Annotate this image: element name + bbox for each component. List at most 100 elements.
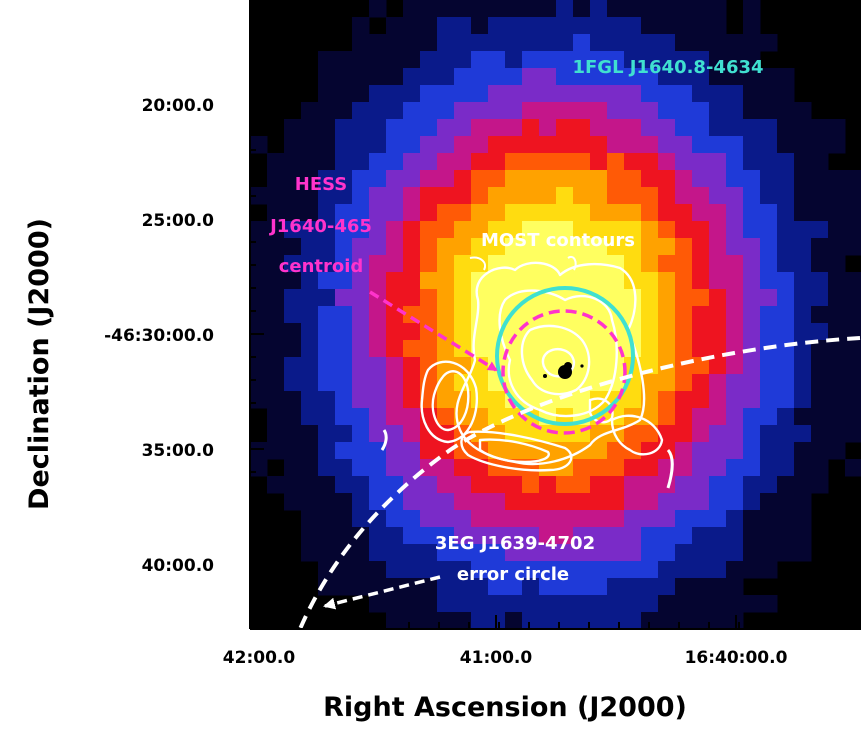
intensity-pixel xyxy=(284,187,302,205)
intensity-pixel xyxy=(267,187,285,205)
intensity-pixel xyxy=(709,187,727,205)
intensity-pixel xyxy=(743,527,761,545)
intensity-pixel xyxy=(692,85,710,103)
intensity-pixel xyxy=(437,17,455,35)
intensity-pixel xyxy=(658,340,676,358)
intensity-pixel xyxy=(471,238,489,256)
intensity-pixel xyxy=(658,68,676,86)
intensity-pixel xyxy=(369,306,387,324)
intensity-pixel xyxy=(692,442,710,460)
intensity-pixel xyxy=(488,34,506,52)
intensity-pixel xyxy=(539,221,557,239)
intensity-pixel xyxy=(301,425,319,443)
intensity-pixel xyxy=(692,153,710,171)
intensity-pixel xyxy=(658,0,676,18)
intensity-pixel xyxy=(845,391,861,409)
intensity-pixel xyxy=(777,425,795,443)
intensity-pixel xyxy=(284,221,302,239)
intensity-pixel xyxy=(420,306,438,324)
intensity-pixel xyxy=(794,272,812,290)
intensity-pixel xyxy=(760,238,778,256)
intensity-pixel xyxy=(318,51,336,69)
intensity-pixel xyxy=(709,136,727,154)
intensity-pixel xyxy=(590,153,608,171)
intensity-pixel xyxy=(573,85,591,103)
intensity-pixel xyxy=(488,136,506,154)
intensity-pixel xyxy=(369,102,387,120)
intensity-pixel xyxy=(624,493,642,511)
intensity-pixel xyxy=(505,527,523,545)
intensity-pixel xyxy=(590,357,608,375)
intensity-pixel xyxy=(573,221,591,239)
intensity-pixel xyxy=(726,357,744,375)
intensity-pixel xyxy=(573,561,591,579)
egret-label-line1: 3EG J1639-4702 xyxy=(435,533,595,554)
intensity-pixel xyxy=(811,238,829,256)
intensity-pixel xyxy=(318,306,336,324)
intensity-pixel xyxy=(624,612,642,629)
intensity-pixel xyxy=(505,425,523,443)
intensity-pixel xyxy=(386,340,404,358)
intensity-pixel xyxy=(522,306,540,324)
intensity-pixel xyxy=(505,442,523,460)
intensity-pixel xyxy=(318,374,336,392)
intensity-pixel xyxy=(301,391,319,409)
intensity-pixel xyxy=(624,34,642,52)
intensity-pixel xyxy=(369,578,387,596)
fermi-error-circle xyxy=(495,286,635,426)
intensity-pixel xyxy=(675,68,693,86)
intensity-pixel xyxy=(539,119,557,137)
intensity-pixel xyxy=(777,170,795,188)
intensity-pixel xyxy=(794,357,812,375)
intensity-pixel xyxy=(777,357,795,375)
intensity-pixel xyxy=(624,544,642,562)
intensity-pixel xyxy=(454,119,472,137)
intensity-pixel xyxy=(760,204,778,222)
overlays xyxy=(298,256,861,629)
intensity-pixel xyxy=(658,170,676,188)
intensity-pixel xyxy=(335,221,353,239)
intensity-pixel xyxy=(454,544,472,562)
intensity-pixel xyxy=(369,357,387,375)
intensity-pixel xyxy=(760,170,778,188)
intensity-pixel xyxy=(403,595,421,613)
intensity-pixel xyxy=(828,374,846,392)
intensity-pixel xyxy=(743,306,761,324)
intensity-pixel xyxy=(777,323,795,341)
intensity-pixel xyxy=(267,153,285,171)
intensity-pixel xyxy=(607,442,625,460)
intensity-pixel xyxy=(709,306,727,324)
intensity-pixel xyxy=(505,510,523,528)
intensity-pixel xyxy=(573,153,591,171)
intensity-pixel xyxy=(454,527,472,545)
intensity-pixel xyxy=(522,68,540,86)
intensity-pixel xyxy=(556,34,574,52)
intensity-pixel xyxy=(556,595,574,613)
intensity-pixel xyxy=(318,459,336,477)
intensity-pixel xyxy=(556,85,574,103)
intensity-pixel xyxy=(420,68,438,86)
intensity-pixel xyxy=(845,272,861,290)
intensity-pixel xyxy=(641,34,659,52)
intensity-pixel xyxy=(318,204,336,222)
intensity-pixel xyxy=(488,153,506,171)
intensity-pixel xyxy=(454,170,472,188)
intensity-pixel xyxy=(284,306,302,324)
intensity-pixel xyxy=(641,272,659,290)
intensity-pixel xyxy=(454,238,472,256)
intensity-pixel xyxy=(318,391,336,409)
intensity-pixel xyxy=(420,442,438,460)
intensity-pixel xyxy=(522,527,540,545)
intensity-pixel xyxy=(488,578,506,596)
intensity-pixel xyxy=(675,238,693,256)
intensity-pixel xyxy=(845,238,861,256)
intensity-pixel xyxy=(352,153,370,171)
intensity-pixel xyxy=(301,374,319,392)
intensity-pixel xyxy=(335,476,353,494)
intensity-pixel xyxy=(335,306,353,324)
intensity-pixel xyxy=(845,425,861,443)
intensity-pixel xyxy=(675,374,693,392)
intensity-pixel xyxy=(369,561,387,579)
intensity-pixel xyxy=(420,119,438,137)
intensity-pixel xyxy=(403,493,421,511)
